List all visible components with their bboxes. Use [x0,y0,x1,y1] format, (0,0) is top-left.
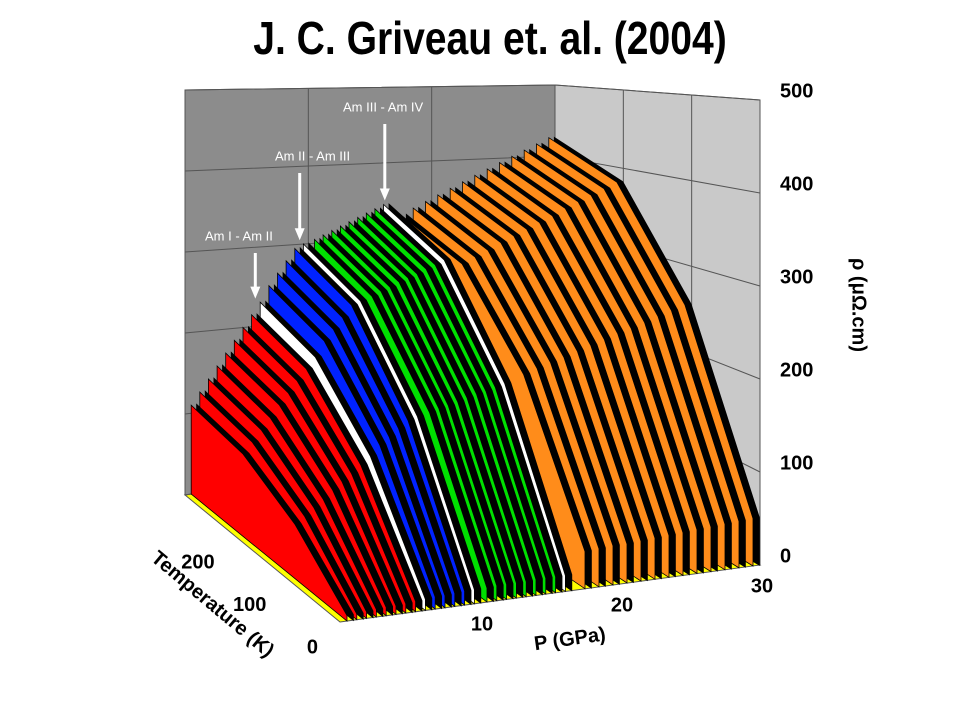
y-axis-label: ρ (μΩ.cm) [848,258,870,352]
t-tick-label: 0 [307,636,318,658]
y-tick-label: 500 [780,80,813,102]
t-tick-label: 200 [181,552,214,574]
t-tick-label: 100 [233,594,266,616]
x-tick-label: 20 [611,594,633,616]
y-tick-label: 200 [780,359,813,381]
annotation: Am I - Am II [205,228,273,243]
ribbon [190,404,348,622]
y-tick-label: 0 [780,545,791,567]
annotation: Am III - Am IV [343,99,424,114]
x-axis-label: P (GPa) [533,623,607,655]
y-tick-label: 400 [780,173,813,195]
arrow-head [379,188,390,201]
arrow-head [250,286,261,299]
x-tick-label: 30 [751,575,773,597]
y-tick-label: 300 [780,266,813,288]
y-tick-label: 100 [780,452,813,474]
arrow-head [294,228,305,241]
chart-title: J. C. Griveau et. al. (2004) [253,13,727,65]
annotation: Am II - Am III [275,148,350,163]
x-tick-label: 10 [471,613,493,635]
